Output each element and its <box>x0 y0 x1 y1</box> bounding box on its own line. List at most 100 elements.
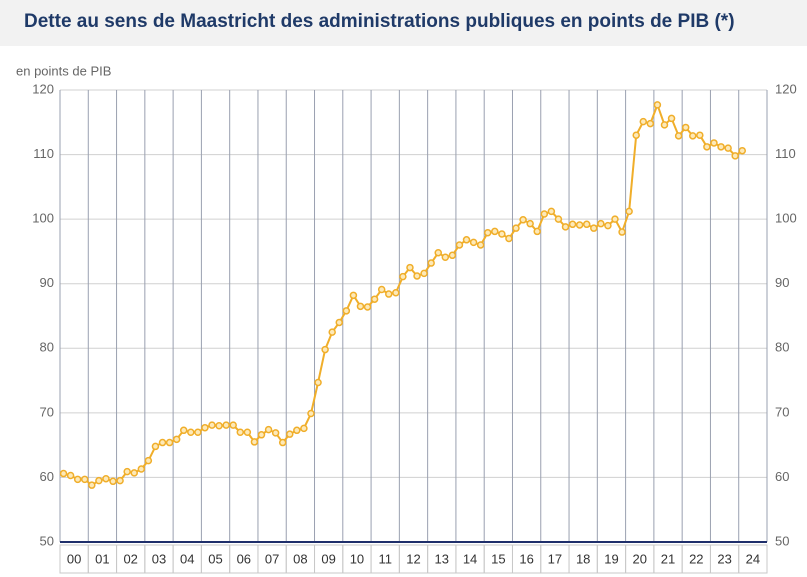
data-point <box>406 263 414 272</box>
data-point <box>229 421 237 429</box>
data-point <box>455 241 464 249</box>
data-point <box>370 295 379 303</box>
x-tick-label: 04 <box>180 551 194 566</box>
chart-title: Dette au sens de Maastricht des administ… <box>24 11 735 32</box>
x-tick-label: 22 <box>689 551 703 566</box>
data-point <box>286 430 294 438</box>
data-point <box>427 259 435 267</box>
x-tick-label: 24 <box>746 551 760 566</box>
x-tick-label: 19 <box>604 551 618 566</box>
data-point <box>632 131 640 139</box>
data-point <box>660 121 669 129</box>
data-point <box>597 219 605 228</box>
data-point <box>307 409 315 418</box>
x-tick-label: 12 <box>406 551 420 566</box>
data-point <box>201 423 209 432</box>
data-point <box>236 428 245 436</box>
data-point <box>300 424 308 433</box>
data-point <box>667 114 676 123</box>
data-point <box>625 207 633 216</box>
data-point <box>271 429 280 437</box>
data-point <box>88 481 96 489</box>
data-point <box>179 426 188 435</box>
data-point <box>293 426 301 435</box>
x-tick-label: 00 <box>67 551 81 566</box>
data-point <box>533 227 541 236</box>
x-tick-label: 02 <box>123 551 137 566</box>
x-tick-label: 15 <box>491 551 505 566</box>
data-point <box>540 210 549 218</box>
x-tick-label: 23 <box>717 551 731 566</box>
data-point <box>710 139 718 147</box>
data-point <box>483 228 492 237</box>
x-tick-label: 17 <box>548 551 562 566</box>
data-point <box>646 119 655 128</box>
x-tick-label: 06 <box>237 551 251 566</box>
data-line <box>63 101 743 487</box>
data-point <box>278 438 287 447</box>
x-tick-label: 18 <box>576 551 590 566</box>
data-point <box>158 438 167 447</box>
y-tick-label-right: 100 <box>775 211 797 226</box>
data-point <box>66 471 75 480</box>
data-point <box>724 144 732 152</box>
data-point <box>590 224 598 232</box>
y-tick-label: 90 <box>40 275 54 290</box>
data-point <box>95 476 103 485</box>
data-point <box>377 285 386 294</box>
data-point <box>363 303 372 311</box>
data-point <box>151 442 160 451</box>
data-point <box>73 475 82 484</box>
data-point <box>349 291 358 300</box>
x-tick-label: 20 <box>633 551 647 566</box>
x-tick-label: 14 <box>463 551 477 566</box>
data-point <box>462 236 471 244</box>
data-point <box>130 469 138 477</box>
y-tick-label-right: 90 <box>775 275 789 290</box>
data-point <box>109 477 117 486</box>
data-point <box>215 422 223 430</box>
x-tick-label: 07 <box>265 551 279 566</box>
data-point <box>561 223 570 231</box>
data-point <box>243 428 252 436</box>
data-point <box>356 302 365 311</box>
x-tick-label: 08 <box>293 551 307 566</box>
data-point <box>116 476 124 485</box>
data-point <box>392 289 400 297</box>
data-point <box>568 220 577 229</box>
data-point <box>59 469 68 478</box>
data-point <box>681 123 690 132</box>
data-point <box>448 251 457 260</box>
data-point <box>604 221 612 230</box>
data-point <box>491 227 499 236</box>
y-tick-label: 80 <box>40 340 54 355</box>
data-point <box>582 220 591 229</box>
data-point <box>222 421 230 429</box>
x-tick-label: 13 <box>435 551 449 566</box>
x-tick-label: 09 <box>321 551 335 566</box>
data-point <box>250 438 259 446</box>
y-tick-label: 110 <box>33 146 54 161</box>
y-tick-label: 50 <box>40 533 54 548</box>
data-point <box>399 272 407 281</box>
data-point <box>165 438 174 447</box>
data-point <box>172 435 181 444</box>
data-point <box>144 456 153 465</box>
data-point <box>547 207 556 216</box>
data-point <box>696 131 704 139</box>
data-point <box>335 318 344 327</box>
data-point <box>653 101 662 109</box>
data-point <box>618 228 626 236</box>
data-point <box>342 307 351 315</box>
data-point <box>554 215 563 223</box>
data-point <box>469 238 478 247</box>
y-tick-label: 70 <box>40 404 54 419</box>
x-tick-label: 16 <box>519 551 533 566</box>
title-band <box>0 0 807 46</box>
y-tick-label-right: 110 <box>775 146 796 161</box>
data-point <box>102 474 110 483</box>
data-point <box>187 428 195 436</box>
data-point <box>208 421 216 429</box>
data-point <box>674 132 683 140</box>
